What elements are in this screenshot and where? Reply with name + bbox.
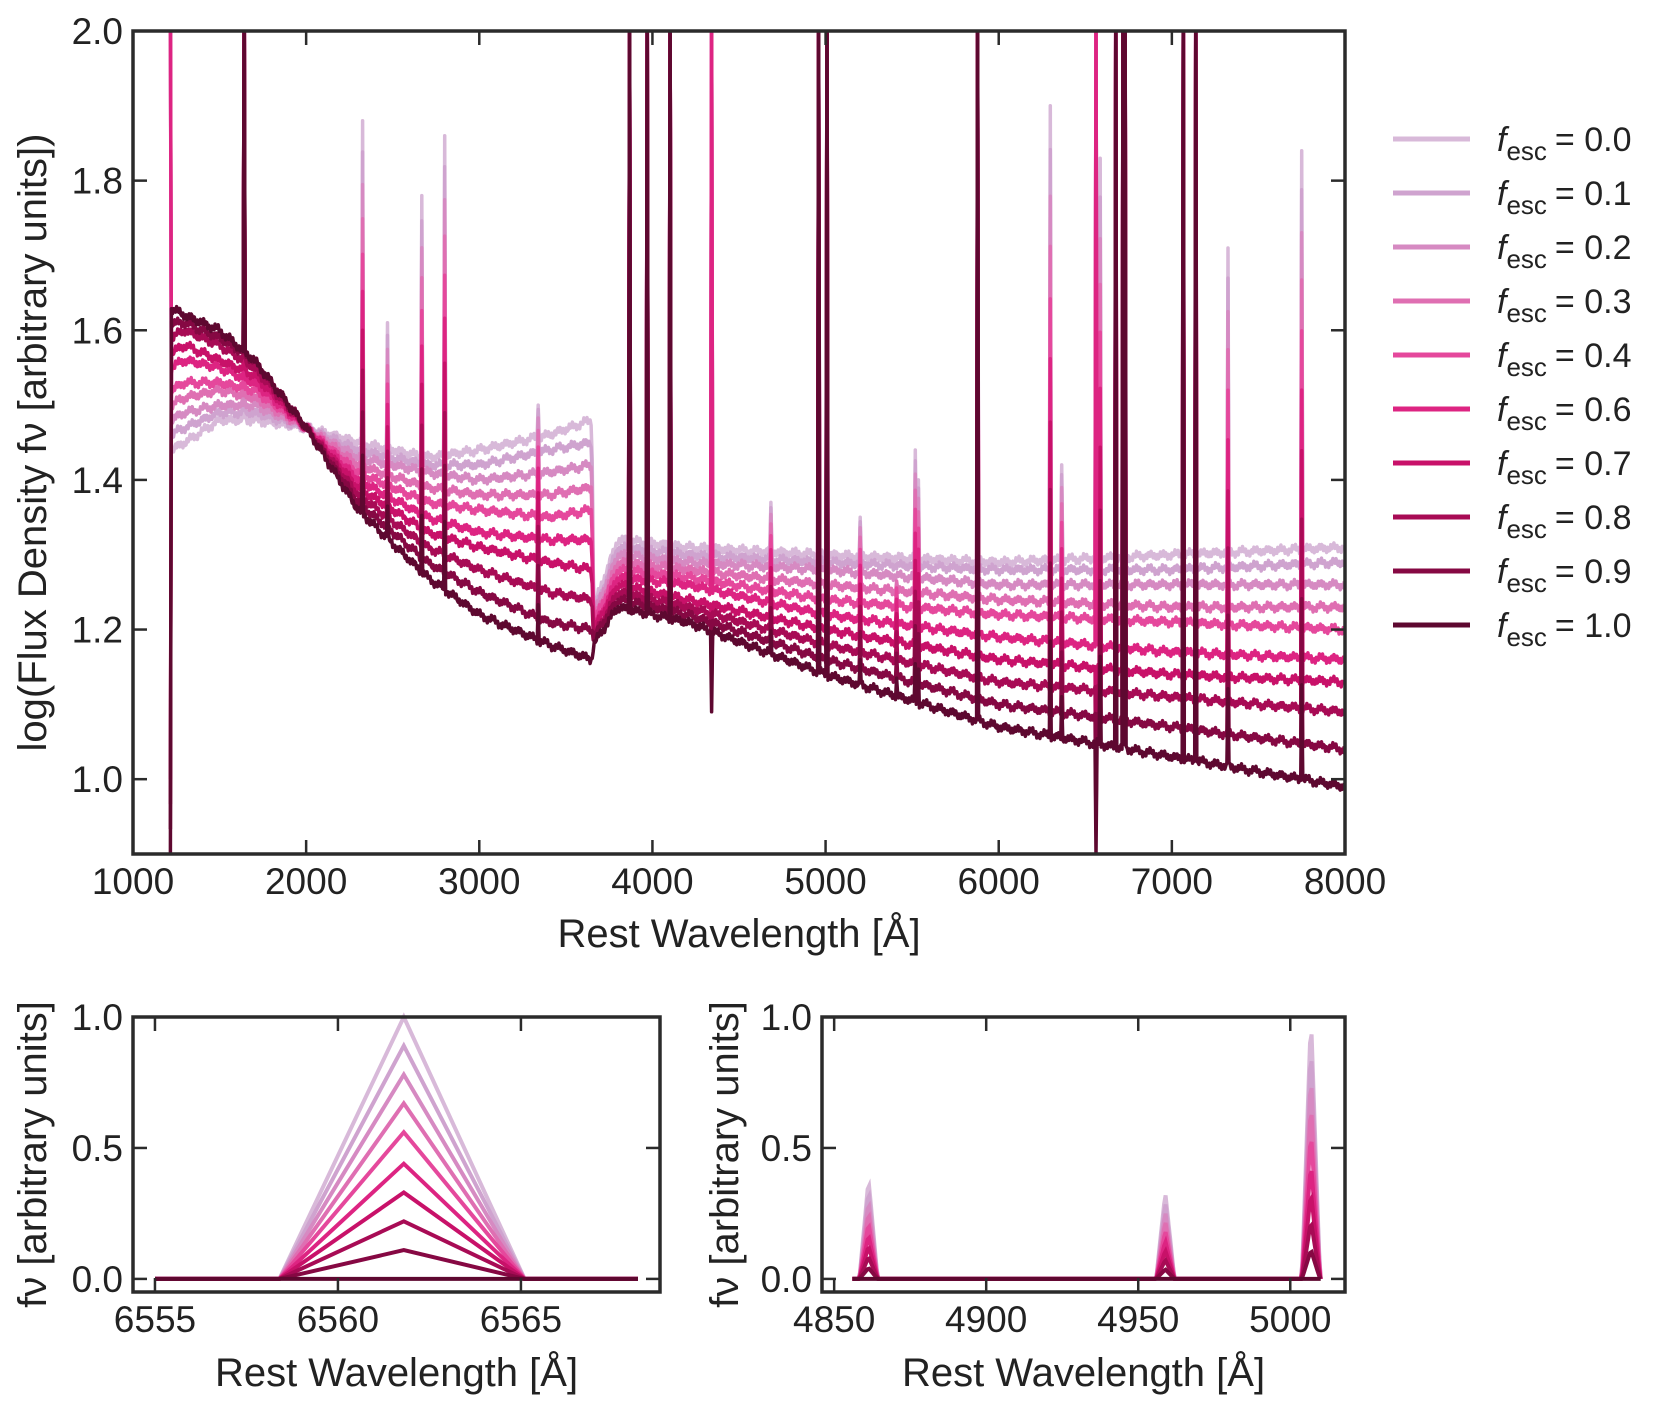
x-tick-label: 3000 <box>438 861 520 902</box>
legend-subscript: esc <box>1506 460 1546 490</box>
y-axis-label: log(Flux Density fν [arbitrary units]) <box>11 134 55 752</box>
legend-value: = 0.6 <box>1555 391 1632 429</box>
main-spectrum-panel: 1000 2000 3000 4000 5000 6000 7000 8000 1.0 1.2 1.… <box>11 11 1386 956</box>
x-axis-label: Rest Wavelength [Å] <box>902 1350 1265 1395</box>
legend-subscript: esc <box>1506 622 1546 652</box>
x-tick-label: 4950 <box>1097 1299 1179 1340</box>
h-alpha-series-8 <box>155 1248 638 1281</box>
x-tick-label: 1000 <box>92 861 174 902</box>
plot-frame <box>820 1015 1347 1294</box>
legend-subscript: esc <box>1506 568 1546 598</box>
legend-label-3: fesc = 0.3 <box>1497 283 1632 328</box>
x-axis-label: Rest Wavelength [Å] <box>557 911 920 956</box>
x-tick-label: 6565 <box>480 1299 562 1340</box>
hbeta-oiii-zoom-panel: 4850 4900 4950 5000 0.0 0.5 1.0 Rest Wavelength… <box>703 997 1347 1395</box>
legend-label-9: fesc = 1.0 <box>1497 607 1632 652</box>
h-alpha-series-2 <box>155 1070 638 1281</box>
legend-subscript: esc <box>1506 352 1546 382</box>
plot-area <box>168 31 1345 854</box>
y-tick-label: 1.0 <box>72 759 123 800</box>
oiii-series-8 <box>852 1248 1323 1281</box>
x-tick-label: 4900 <box>945 1299 1027 1340</box>
y-tick-label: 1.6 <box>72 310 123 351</box>
y-tick-label: 1.2 <box>72 610 123 651</box>
spectrum-series-3 <box>168 31 1345 621</box>
spectrum-series-2 <box>168 31 1345 614</box>
spectrum-series-1 <box>168 31 1345 617</box>
legend-label-8: fesc = 0.9 <box>1497 553 1632 598</box>
x-tick-label: 7000 <box>1131 861 1213 902</box>
legend-value: = 0.4 <box>1555 337 1632 375</box>
legend-subscript: esc <box>1506 190 1546 220</box>
legend-label-4: fesc = 0.4 <box>1497 337 1632 382</box>
y-tick-label: 0.5 <box>72 1128 123 1169</box>
legend-value: = 0.3 <box>1555 283 1632 321</box>
h-alpha-series-4 <box>155 1129 638 1281</box>
legend-subscript: esc <box>1506 244 1546 274</box>
x-tick-label: 5000 <box>784 861 866 902</box>
legend-subscript: esc <box>1506 136 1546 166</box>
oiii-series-0 <box>852 1034 1323 1281</box>
legend-value: = 0.9 <box>1555 553 1632 591</box>
oiii-series-2 <box>852 1087 1323 1281</box>
x-tick-label: 6000 <box>958 861 1040 902</box>
spectrum-series-8 <box>168 31 1345 831</box>
x-axis-label: Rest Wavelength [Å] <box>215 1350 578 1395</box>
x-tick-label: 8000 <box>1304 861 1386 902</box>
legend-label-7: fesc = 0.8 <box>1497 499 1632 544</box>
legend-value: = 0.8 <box>1555 499 1632 537</box>
legend-label-6: fesc = 0.7 <box>1497 445 1632 490</box>
legend-value: = 0.1 <box>1555 175 1632 213</box>
y-tick-label: 0.0 <box>761 1259 812 1300</box>
legend-value: = 0.7 <box>1555 445 1632 483</box>
spectrum-series-9 <box>168 31 1345 854</box>
legend-label-0: fesc = 0.0 <box>1497 121 1632 166</box>
spectrum-series-4 <box>168 31 1345 636</box>
y-axis-label: fν [arbitrary units] <box>11 1001 55 1308</box>
y-tick-label: 1.4 <box>72 460 123 501</box>
y-tick-label: 1.0 <box>72 997 123 1038</box>
oiii-series-4 <box>852 1141 1323 1281</box>
oiii-series-3 <box>852 1114 1323 1281</box>
y-axis-label: fν [arbitrary units] <box>703 1001 747 1308</box>
y-tick-label: 2.0 <box>72 11 123 52</box>
h-alpha-series-5 <box>155 1160 638 1281</box>
x-tick-label: 5000 <box>1249 1299 1331 1340</box>
h-alpha-series-6 <box>155 1190 638 1281</box>
y-tick-label: 1.8 <box>72 161 123 202</box>
spectrum-series-0 <box>168 31 1345 611</box>
legend-subscript: esc <box>1506 514 1546 544</box>
plot-frame <box>131 29 1347 856</box>
legend-value: = 0.2 <box>1555 229 1632 267</box>
oiii-series-6 <box>852 1191 1323 1281</box>
plot-frame <box>131 1015 662 1294</box>
oiii-series-5 <box>852 1170 1323 1281</box>
x-tick-label: 4000 <box>611 861 693 902</box>
x-tick-label: 4850 <box>793 1299 875 1340</box>
legend-label-1: fesc = 0.1 <box>1497 175 1632 220</box>
oiii-series-1 <box>852 1060 1323 1281</box>
legend-value: = 1.0 <box>1555 607 1632 645</box>
y-tick-label: 1.0 <box>761 997 812 1038</box>
legend-subscript: esc <box>1506 406 1546 436</box>
y-tick-label: 0.0 <box>72 1259 123 1300</box>
legend-label-5: fesc = 0.6 <box>1497 391 1632 436</box>
spectrum-series-6 <box>168 31 1345 781</box>
y-tick-label: 0.5 <box>761 1128 812 1169</box>
legend-subscript: esc <box>1506 298 1546 328</box>
legend-label-2: fesc = 0.2 <box>1497 229 1632 274</box>
legend-value: = 0.0 <box>1555 121 1632 159</box>
spectrum-series-5 <box>168 31 1345 665</box>
h-alpha-series-1 <box>155 1041 638 1281</box>
h-alpha-zoom-panel: 6555 6560 6565 0.0 0.5 1.0 Rest Wavelength [Å]… <box>11 997 662 1395</box>
x-tick-label: 6555 <box>114 1299 196 1340</box>
x-tick-label: 2000 <box>265 861 347 902</box>
oiii-series-7 <box>852 1220 1323 1281</box>
spectrum-series-7 <box>168 31 1345 806</box>
x-tick-label: 6560 <box>297 1299 379 1340</box>
